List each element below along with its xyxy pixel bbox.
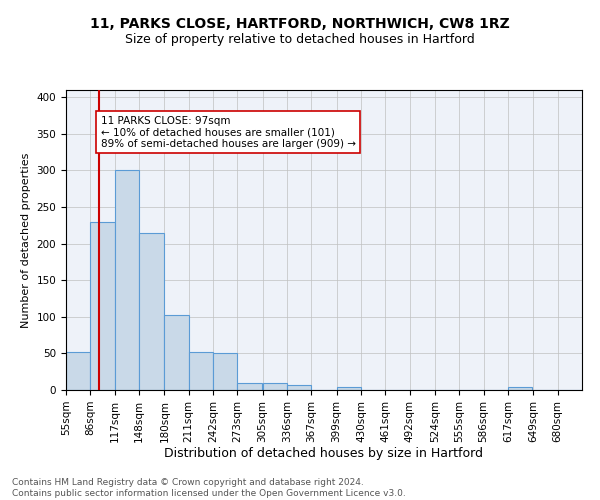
Bar <box>238 382 262 390</box>
Text: 11, PARKS CLOSE, HARTFORD, NORTHWICH, CW8 1RZ: 11, PARKS CLOSE, HARTFORD, NORTHWICH, CW… <box>90 18 510 32</box>
Bar <box>189 352 213 390</box>
Bar <box>508 387 532 390</box>
Bar <box>164 314 189 390</box>
Bar <box>91 222 115 390</box>
Text: 11 PARKS CLOSE: 97sqm
← 10% of detached houses are smaller (101)
89% of semi-det: 11 PARKS CLOSE: 97sqm ← 10% of detached … <box>101 116 356 149</box>
Text: Size of property relative to detached houses in Hartford: Size of property relative to detached ho… <box>125 32 475 46</box>
Text: Contains HM Land Registry data © Crown copyright and database right 2024.
Contai: Contains HM Land Registry data © Crown c… <box>12 478 406 498</box>
Bar <box>263 382 287 390</box>
Bar <box>66 352 91 390</box>
Bar <box>115 170 139 390</box>
Bar <box>139 232 164 390</box>
Bar <box>213 354 238 390</box>
Y-axis label: Number of detached properties: Number of detached properties <box>21 152 31 328</box>
Bar <box>337 387 361 390</box>
Bar <box>287 385 311 390</box>
X-axis label: Distribution of detached houses by size in Hartford: Distribution of detached houses by size … <box>164 448 484 460</box>
